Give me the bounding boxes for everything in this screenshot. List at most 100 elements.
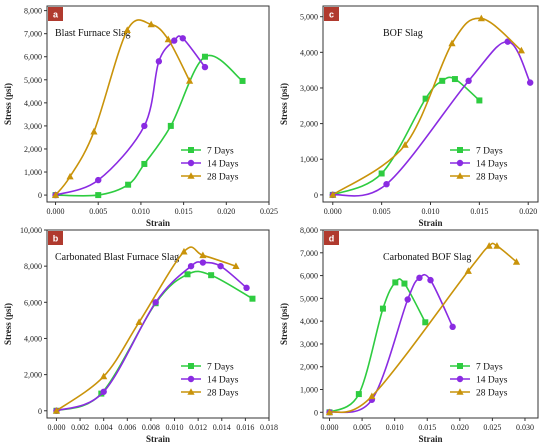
legend-marker [187,159,195,167]
legend-marker [456,375,464,383]
data-point [199,259,207,266]
y-axis-label: Stress (psi) [3,83,13,125]
y-axis-label: Stress (psi) [279,303,289,345]
data-point [379,305,386,312]
data-point [427,276,434,284]
y-tick-label: 4,000 [24,99,42,108]
data-point [201,63,209,71]
y-tick-label: 7,000 [300,249,318,258]
y-tick-label: 0 [38,407,42,416]
y-tick-label: 0 [314,191,318,200]
y-tick-label: 1,000 [300,386,318,395]
plot-frame [322,229,539,419]
panel-label-box [324,7,339,21]
legend-marker [456,388,464,395]
data-point [439,77,446,84]
data-point [164,35,172,43]
data-point [526,79,534,86]
x-tick-label: 0.005 [353,423,371,432]
x-axis-label: Strain [146,218,170,228]
legend-label: 14 Days [476,376,508,386]
data-point [180,247,188,255]
x-tick-label: 0.002 [71,423,89,432]
data-point [135,318,143,325]
chart-title: Carbonated BOF Slag [383,252,471,263]
data-point [325,408,334,416]
legend-marker [456,159,464,167]
x-tick-label: 0.030 [516,423,534,432]
x-tick-label: 0.020 [451,423,469,432]
y-tick-label: 8,000 [24,7,42,16]
x-tick-label: 0.006 [118,423,136,432]
x-axis-label: Strain [146,434,170,444]
data-point [217,262,224,270]
data-point [51,191,60,198]
data-point [125,181,132,188]
y-tick-label: 6,000 [24,298,42,307]
data-point [208,272,215,279]
data-point [329,191,337,198]
legend-label: 7 Days [207,147,234,157]
data-point [239,77,246,84]
data-point [123,26,131,34]
legend-label: 7 Days [207,363,234,373]
panel-label-box [324,231,339,245]
data-point [464,267,472,274]
y-tick-label: 2,000 [300,363,318,372]
legend-marker [188,363,194,369]
data-point [243,284,250,292]
data-point [199,251,207,259]
y-tick-label: 4,000 [300,317,318,326]
data-point [512,258,521,265]
y-tick-label: 5,000 [300,294,318,303]
x-tick-label: 0.020 [217,207,235,216]
data-point [66,172,74,180]
chart-panel-c: 0.000 0.005 0.010 0.015 0.020 0 1,000 2,000 3,00… [279,5,539,228]
data-point [141,160,148,167]
legend-marker [457,147,463,153]
y-tick-label: 3,000 [300,84,318,93]
chart-panel-d: 0.000 0.005 0.010 0.015 0.020 0.025 0.030 0 1,00… [279,226,539,444]
panel-label-box [48,231,63,245]
x-tick-label: 0.012 [189,423,207,432]
x-tick-label: 0.010 [132,207,150,216]
x-tick-label: 0.000 [47,207,65,216]
data-point [249,295,256,302]
data-point [517,46,525,54]
data-point [392,279,399,286]
data-point [141,122,148,130]
x-tick-label: 0.015 [175,207,193,216]
series-line [329,278,426,414]
y-tick-label: 7,000 [24,30,42,39]
x-tick-label: 0.025 [483,423,501,432]
series-line [329,242,518,414]
y-tick-label: 2,000 [24,145,42,154]
y-tick-label: 2,000 [24,371,42,380]
data-point [171,37,178,44]
data-point [485,242,493,249]
x-tick-label: 0.000 [324,207,342,216]
data-point [232,262,240,269]
data-point [476,97,483,104]
legend-label: 28 Days [207,173,239,183]
data-point [404,296,411,303]
data-point [448,39,456,47]
data-point [368,392,376,400]
plot-frame [46,5,270,203]
chart-panel-b: 0.000 0.002 0.004 0.006 0.008 0.010 0.012 0.014… [3,226,278,444]
x-tick-label: 0.005 [89,207,107,216]
data-point [52,406,61,414]
series-line [55,35,206,196]
y-tick-label: 6,000 [300,272,318,281]
data-point [155,58,163,65]
x-tick-label: 0.000 [321,423,339,432]
panel-label: c [329,10,334,20]
data-point [187,262,195,270]
y-tick-label: 5,000 [300,13,318,22]
x-tick-label: 0.015 [418,423,436,432]
data-point [422,95,429,102]
data-point [422,319,429,326]
y-tick-label: 1,000 [300,155,318,164]
y-tick-label: 0 [38,191,42,200]
